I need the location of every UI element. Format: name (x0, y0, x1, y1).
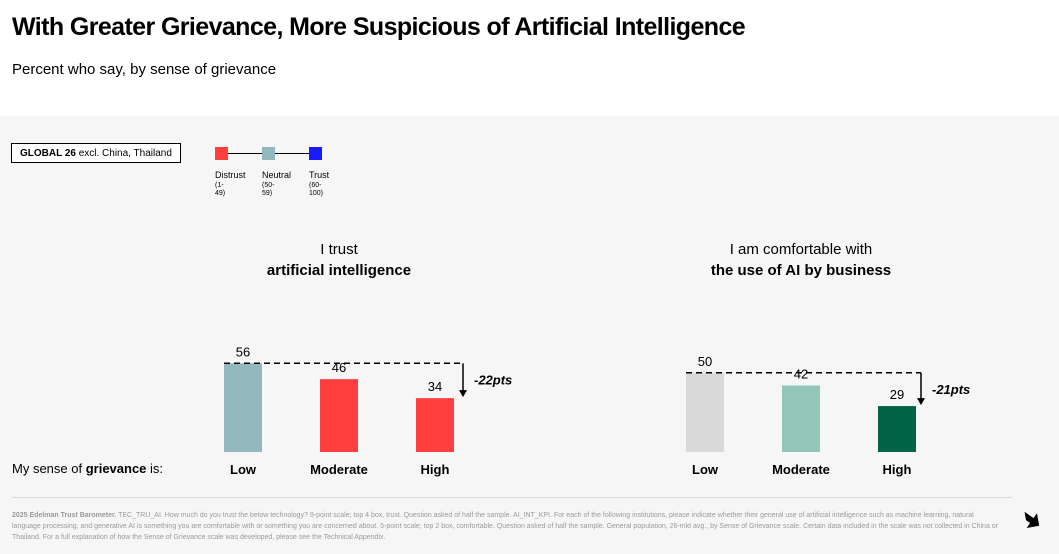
chart-1-title-line1: I trust (320, 241, 358, 258)
chart-1-title-line2: artificial intelligence (267, 262, 411, 279)
chart-2-bar-high (878, 406, 916, 452)
chart-2-value-label-low: 50 (698, 354, 712, 369)
chart-1-category-label-low: Low (230, 462, 257, 477)
chart-1-change-label: -22pts (474, 372, 512, 387)
chart-2-value-label-moderate: 42 (794, 366, 808, 381)
chart-1-bar-high (416, 398, 454, 452)
chart-1-category-label-high: High (421, 462, 450, 477)
legend-label-trust: Trust (309, 170, 330, 180)
footnote-divider (12, 497, 1012, 498)
chart-2-title-line2: the use of AI by business (711, 262, 891, 279)
chart-2-value-label-high: 29 (890, 387, 904, 402)
chart-2-category-label-low: Low (692, 462, 719, 477)
region-filter-badge: GLOBAL 26 excl. China, Thailand (11, 143, 181, 163)
chart-1-bar-moderate (320, 379, 358, 452)
arrow-down-right-icon[interactable] (1019, 508, 1043, 530)
footnote-text: TEC_TRU_AI. How much do you trust the be… (12, 512, 999, 541)
chart-1-category-label-moderate: Moderate (310, 462, 368, 477)
bar-charts: My sense of grievance is: I trust artific… (12, 241, 970, 477)
chart-1-bar-low (224, 363, 262, 452)
legend-swatch-neutral (262, 147, 275, 160)
chart-1-change-arrow-head (459, 390, 467, 398)
region-filter-bold: GLOBAL 26 (20, 148, 76, 159)
chart-1-value-label-high: 34 (428, 379, 442, 394)
row-label: My sense of grievance is: (12, 461, 163, 476)
legend-swatch-distrust (215, 147, 228, 160)
chart-2-change-arrow-head (917, 398, 925, 406)
footnote-source: 2025 Edelman Trust Barometer. (12, 512, 117, 519)
chart-2-title-line1: I am comfortable with (730, 241, 873, 258)
legend-label-distrust: Distrust (215, 170, 246, 180)
legend-range-neutral: (50-59) (262, 182, 275, 197)
chart-2-category-label-moderate: Moderate (772, 462, 830, 477)
chart-2-change-label: -21pts (932, 382, 970, 397)
legend-range-distrust: (1-49) (215, 182, 226, 197)
chart-2-bar-low (686, 372, 724, 452)
page-subtitle: Percent who say, by sense of grievance (12, 61, 277, 78)
chart-panel (0, 116, 1059, 554)
chart-1-value-label-moderate: 46 (332, 360, 346, 375)
legend-swatch-trust (309, 147, 322, 160)
page-title: With Greater Grievance, More Suspicious … (12, 13, 746, 41)
chart-2-category-label-high: High (883, 462, 912, 477)
chart-1-value-label-low: 56 (236, 344, 250, 359)
footnote: 2025 Edelman Trust Barometer. TEC_TRU_AI… (12, 510, 1002, 543)
legend-label-neutral: Neutral (262, 170, 292, 180)
legend-range-trust: (60-100) (309, 182, 324, 197)
chart-2-bar-moderate (782, 385, 820, 452)
region-filter-rest: excl. China, Thailand (75, 148, 172, 159)
